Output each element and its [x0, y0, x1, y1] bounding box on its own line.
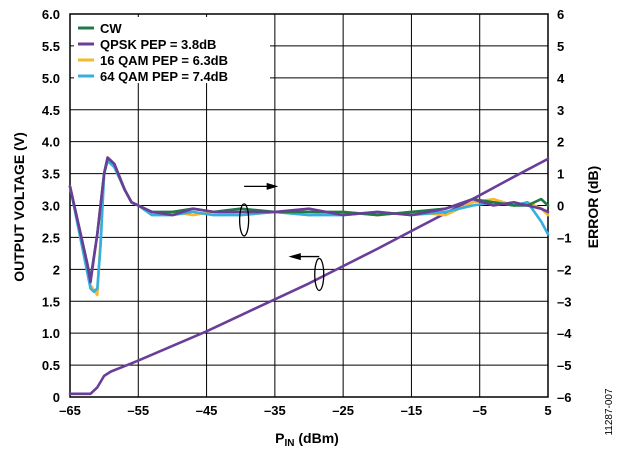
- y-left-tick-label: 4.0: [42, 135, 60, 150]
- right-axis-arrow-icon: [266, 182, 279, 190]
- x-tick-label: 5: [544, 403, 551, 418]
- x-axis-label-subscript: IN: [285, 438, 295, 449]
- series-line-error-2: [68, 159, 550, 297]
- y-right-tick-label: 2: [557, 135, 564, 150]
- left-axis-arrow-icon: [288, 253, 301, 261]
- x-tick-label: –25: [332, 403, 354, 418]
- x-tick-label: –15: [401, 403, 423, 418]
- legend-label: QPSK PEP = 3.8dB: [100, 37, 216, 52]
- x-tick-label: –5: [472, 403, 486, 418]
- y-right-tick-label: –1: [557, 230, 571, 245]
- x-axis-label-unit: (dBm): [295, 430, 339, 446]
- x-tick-label: –65: [59, 403, 81, 418]
- y-left-tick-label: 1.0: [42, 326, 60, 341]
- series-line-error-3: [68, 159, 550, 293]
- legend-background: [74, 17, 270, 83]
- legend-label: CW: [100, 21, 122, 36]
- y-right-tick-label: 4: [557, 71, 565, 86]
- annotation-layer: [238, 182, 325, 292]
- y-left-tick-label: 0.5: [42, 358, 60, 373]
- y-right-tick-label: –5: [557, 358, 571, 373]
- y-left-tick-label: 1.5: [42, 294, 60, 309]
- y-right-tick-label: 1: [557, 167, 564, 182]
- voltage-curve-marker: [314, 257, 325, 292]
- y-right-tick-label: 5: [557, 39, 564, 54]
- y-right-tick-label: –4: [557, 326, 572, 341]
- y-left-tick-label: 0: [53, 390, 60, 405]
- y-right-tick-label: 6: [557, 7, 564, 22]
- x-tick-label: –55: [127, 403, 149, 418]
- figure-id: 11287-007: [604, 388, 615, 436]
- x-axis-label-main: P: [275, 430, 284, 446]
- x-tick-label: –35: [264, 403, 286, 418]
- y-left-tick-label: 4.5: [42, 103, 60, 118]
- y-axis-left-label: OUTPUT VOLTAGE (V): [11, 132, 27, 282]
- y-left-tick-label: 2.5: [42, 230, 60, 245]
- y-right-tick-label: –3: [557, 294, 571, 309]
- series-line-error-0: [68, 156, 550, 281]
- y-left-tick-label: 6.0: [42, 7, 60, 22]
- y-left-tick-label: 5.0: [42, 71, 60, 86]
- x-tick-label: –45: [196, 403, 218, 418]
- y-axis-right-label: ERROR (dB): [585, 166, 601, 248]
- legend-label: 64 QAM PEP = 7.4dB: [100, 69, 228, 84]
- y-right-tick-label: 0: [557, 199, 564, 214]
- y-left-tick-label: 3.0: [42, 199, 60, 214]
- series-layer: [68, 156, 550, 396]
- y-right-tick-label: 3: [557, 103, 564, 118]
- y-left-tick-label: 5.5: [42, 39, 60, 54]
- y-right-tick-label: –2: [557, 262, 571, 277]
- series-line-output-voltage: [68, 157, 550, 396]
- series-line-error-1: [68, 156, 550, 284]
- x-axis-label: PIN (dBm): [275, 430, 339, 449]
- error-curves-marker: [238, 203, 250, 237]
- tick-labels: –65 –55 –45 –35 –25 –15 –5 500.51.01.522.53.03.…: [42, 7, 572, 418]
- legend-label: 16 QAM PEP = 6.3dB: [100, 53, 228, 68]
- y-right-tick-label: –6: [557, 390, 571, 405]
- y-left-tick-label: 3.5: [42, 167, 60, 182]
- y-left-tick-label: 2: [53, 262, 60, 277]
